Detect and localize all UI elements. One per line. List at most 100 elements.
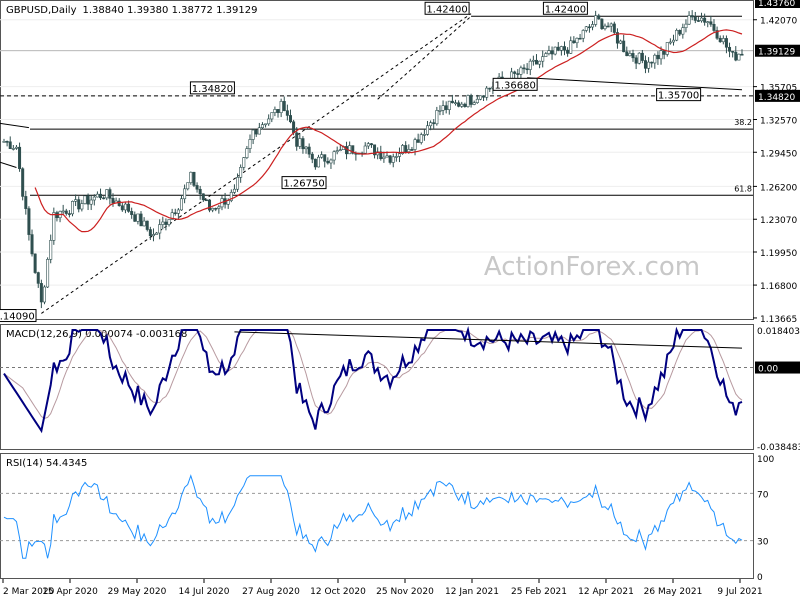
price-candle-body	[8, 141, 12, 150]
rsi-title: RSI(14) 54.4345	[6, 458, 87, 469]
price-candle-body	[379, 151, 383, 159]
price-candle-body	[52, 212, 56, 241]
price-candle-body	[441, 105, 445, 111]
price-candle-body	[105, 189, 109, 199]
price-candle-body	[706, 21, 710, 24]
price-candle-body	[472, 102, 476, 105]
macd-axis-label: 0.018403	[757, 327, 800, 337]
price-candle-body	[292, 121, 296, 134]
key-level-box	[656, 88, 702, 102]
rsi-axis-label: 100	[757, 455, 774, 465]
price-candle-body	[136, 213, 140, 222]
price-candle-body	[282, 101, 286, 111]
price-candle-body	[320, 154, 324, 158]
support-trend-line	[527, 77, 743, 91]
price-candle-body	[444, 105, 448, 110]
price-candle-body	[298, 138, 302, 147]
key-level-label: 1.36680	[494, 80, 535, 91]
price-layer: 38.2 61.8 1.14090 1.26750 1.34820 1.42400 1.36…	[0, 1, 753, 323]
price-candle-body	[186, 182, 190, 190]
macd-axis-label: 0.00	[758, 365, 778, 375]
price-candle-body	[675, 30, 679, 41]
price-candle-body	[310, 153, 314, 160]
price-candle-body	[643, 60, 647, 69]
key-level-box	[281, 176, 327, 190]
price-candle-body	[656, 54, 660, 60]
price-candle-body	[86, 195, 90, 205]
price-candle-body	[628, 53, 632, 57]
price-candle-body	[338, 149, 342, 152]
price-candle-body	[435, 110, 439, 125]
price-candle-body	[92, 196, 96, 201]
price-candle-body	[559, 46, 563, 51]
price-candle-body	[46, 259, 50, 288]
price-candle-body	[39, 283, 43, 303]
price-candle-body	[715, 30, 719, 39]
price-candle-body	[450, 100, 454, 104]
price-candle-body	[2, 141, 6, 143]
price-candle-body	[603, 25, 607, 30]
key-level-box	[492, 77, 538, 91]
price-candle-body	[248, 139, 252, 149]
price-candle-body	[217, 206, 221, 209]
price-candle-body	[111, 198, 115, 204]
price-axis-label: 1.29450	[760, 149, 797, 159]
price-candle-body	[24, 196, 28, 209]
price-candle-body	[42, 286, 46, 303]
macd-line	[3, 326, 743, 434]
price-candle-body	[189, 171, 193, 183]
price-candle-body	[457, 102, 461, 107]
price-candle-body	[385, 155, 389, 158]
macd-panel-frame	[0, 324, 754, 450]
price-candle-body	[662, 50, 666, 55]
price-candle-body	[631, 53, 635, 59]
x-axis-label: 12 Oct 2020	[310, 587, 366, 597]
key-level-label: 1.14090	[0, 312, 35, 323]
price-candle-body	[391, 156, 395, 163]
price-candle-body	[728, 46, 732, 52]
key-level-label: 1.42400	[545, 4, 586, 15]
price-axis-label: 1.35705	[760, 84, 797, 94]
watermark: ActionForex.com	[484, 252, 700, 282]
price-axis-marker	[755, 44, 800, 57]
price-candle-body	[192, 171, 196, 186]
macd-title: MACD(12,26,9) 0.000074 -0.003168	[6, 329, 187, 340]
price-axis-label: 1.19950	[760, 249, 797, 259]
macd-layer	[0, 326, 753, 434]
dashed-trend-channel-bottom	[41, 13, 472, 314]
price-candle-body	[572, 40, 576, 44]
rsi-panel-frame	[0, 453, 754, 579]
x-axis-label: 25 Feb 2021	[511, 587, 567, 597]
price-candle-body	[734, 51, 738, 61]
price-candle-body	[260, 124, 264, 129]
price-candle-body	[619, 40, 623, 44]
price-candle-body	[466, 95, 470, 107]
price-candle-body	[145, 220, 149, 230]
key-level-box	[542, 1, 588, 15]
macd-trend-line	[234, 331, 743, 349]
price-candle-body	[257, 127, 261, 135]
price-candle-body	[139, 213, 143, 227]
price-candle-body	[273, 109, 277, 113]
price-candle-body	[5, 141, 9, 143]
price-candle-body	[236, 177, 240, 190]
price-candle-body	[71, 201, 75, 215]
price-candle-body	[229, 192, 233, 201]
price-axis-label: 1.13665	[760, 315, 797, 325]
rsi-axis-label: 30	[757, 538, 769, 548]
price-candle-body	[232, 188, 236, 193]
price-candle-body	[164, 221, 168, 225]
price-candle-body	[575, 37, 579, 44]
price-candle-body	[323, 154, 327, 162]
price-axis-label: 1.34820	[758, 93, 795, 103]
price-candle-body	[83, 195, 87, 204]
price-candle-body	[245, 148, 249, 158]
price-candle-body	[429, 122, 433, 127]
price-candle-body	[351, 145, 355, 154]
price-candle-body	[653, 54, 657, 64]
price-candle-body	[538, 60, 542, 65]
price-candle-body	[158, 224, 162, 234]
price-candle-body	[285, 110, 289, 116]
price-candle-body	[541, 56, 545, 62]
price-candle-body	[214, 207, 218, 210]
